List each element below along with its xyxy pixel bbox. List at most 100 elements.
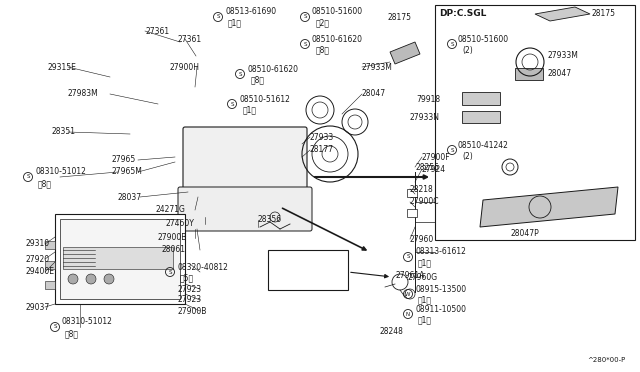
Text: W: W	[405, 292, 411, 296]
Text: （5）: （5）	[180, 273, 194, 282]
Text: 27361: 27361	[145, 26, 169, 35]
Text: 27900B: 27900B	[177, 307, 206, 315]
Text: 08320-40812: 08320-40812	[177, 263, 228, 272]
Text: 28351: 28351	[52, 128, 76, 137]
Text: 08310-51012: 08310-51012	[62, 317, 113, 327]
Text: 27933N: 27933N	[410, 112, 440, 122]
Circle shape	[86, 274, 96, 284]
Circle shape	[104, 274, 114, 284]
Text: S: S	[168, 269, 172, 275]
Bar	[407, 189, 417, 197]
Text: ^280*00-P: ^280*00-P	[587, 357, 625, 363]
Text: 28248: 28248	[380, 327, 404, 337]
Text: 28218: 28218	[410, 185, 434, 193]
Text: 08510-51612: 08510-51612	[239, 94, 290, 103]
Text: HB: HB	[280, 256, 293, 264]
Bar	[435, 5, 635, 240]
Text: （8）: （8）	[38, 180, 52, 189]
Text: 27961A: 27961A	[395, 270, 424, 279]
Bar	[462, 111, 500, 123]
Text: （8）: （8）	[251, 76, 265, 84]
Text: S: S	[26, 174, 29, 180]
Text: S: S	[406, 254, 410, 260]
Text: 27923: 27923	[177, 285, 201, 294]
Polygon shape	[390, 42, 420, 64]
Text: 08510-61620: 08510-61620	[312, 35, 363, 44]
Text: 27965: 27965	[112, 155, 136, 164]
Bar	[515, 68, 543, 80]
Text: （8）: （8）	[65, 330, 79, 339]
Polygon shape	[480, 187, 618, 227]
Bar	[63, 247, 173, 269]
Bar	[55, 214, 185, 304]
Text: 27933M: 27933M	[548, 51, 579, 61]
Text: 28037: 28037	[118, 192, 142, 202]
Text: 08911-10500: 08911-10500	[415, 305, 466, 314]
Text: 28175: 28175	[387, 13, 411, 22]
FancyBboxPatch shape	[178, 187, 312, 231]
Text: 08510-51600: 08510-51600	[312, 7, 363, 16]
Text: 27933: 27933	[310, 132, 334, 141]
Text: 28177: 28177	[310, 145, 334, 154]
Text: 27900H: 27900H	[170, 62, 200, 71]
Text: S: S	[303, 42, 307, 46]
Text: 27960: 27960	[410, 234, 435, 244]
Bar	[60, 219, 180, 299]
Text: 08513-61690: 08513-61690	[225, 7, 276, 16]
Text: S: S	[303, 15, 307, 19]
Bar	[45, 281, 55, 289]
Text: N: N	[406, 311, 410, 317]
Text: （1）: （1）	[228, 19, 242, 28]
Bar	[268, 250, 348, 290]
Text: 27924: 27924	[422, 164, 446, 173]
Polygon shape	[535, 7, 590, 21]
Text: S: S	[53, 324, 57, 330]
Bar	[407, 209, 417, 217]
Text: 08510-51600: 08510-51600	[458, 35, 509, 44]
Text: 28061: 28061	[162, 246, 186, 254]
Text: 29037: 29037	[25, 302, 49, 311]
Text: （1）: （1）	[243, 106, 257, 115]
Text: 28047P: 28047P	[511, 230, 540, 238]
Text: 08313-61612: 08313-61612	[415, 247, 466, 257]
Text: 08510-61620: 08510-61620	[247, 64, 298, 74]
Text: 27900B: 27900B	[157, 234, 186, 243]
Text: 79918: 79918	[416, 94, 440, 103]
Text: 27920: 27920	[25, 254, 49, 263]
Text: 27965M: 27965M	[112, 167, 143, 176]
Text: 28047: 28047	[362, 90, 386, 99]
Text: 27933M: 27933M	[362, 62, 393, 71]
Text: 29400E: 29400E	[25, 267, 54, 276]
Text: （8）: （8）	[316, 45, 330, 55]
Text: 27900C: 27900C	[410, 198, 440, 206]
Text: S: S	[238, 71, 242, 77]
Text: 29315E: 29315E	[48, 62, 77, 71]
Text: 28047: 28047	[548, 70, 572, 78]
Text: DP:C.SGL: DP:C.SGL	[439, 9, 486, 17]
Text: 27460Y: 27460Y	[165, 219, 194, 228]
Text: S: S	[216, 15, 220, 19]
Text: 27923: 27923	[177, 295, 201, 305]
Text: （1）: （1）	[418, 259, 432, 267]
Text: （1）: （1）	[418, 295, 432, 305]
Text: 27960G: 27960G	[408, 273, 438, 282]
Text: 27983M: 27983M	[68, 90, 99, 99]
Text: 28175: 28175	[592, 10, 616, 19]
Text: 27961A①: 27961A①	[276, 273, 312, 282]
Text: 28255: 28255	[416, 163, 440, 171]
Text: 28356: 28356	[258, 215, 282, 224]
Text: 08310-51012: 08310-51012	[35, 167, 86, 176]
Circle shape	[68, 274, 78, 284]
Text: S: S	[451, 148, 454, 153]
Text: 08915-13500: 08915-13500	[415, 285, 466, 294]
Text: (2): (2)	[462, 45, 473, 55]
Text: 29310: 29310	[25, 240, 49, 248]
Text: S: S	[230, 102, 234, 106]
Text: 24271G: 24271G	[155, 205, 185, 215]
FancyBboxPatch shape	[183, 127, 307, 196]
Text: （2）: （2）	[316, 19, 330, 28]
Text: S: S	[451, 42, 454, 46]
Text: （1）: （1）	[418, 315, 432, 324]
Bar	[45, 241, 55, 249]
Text: (2): (2)	[462, 151, 473, 160]
